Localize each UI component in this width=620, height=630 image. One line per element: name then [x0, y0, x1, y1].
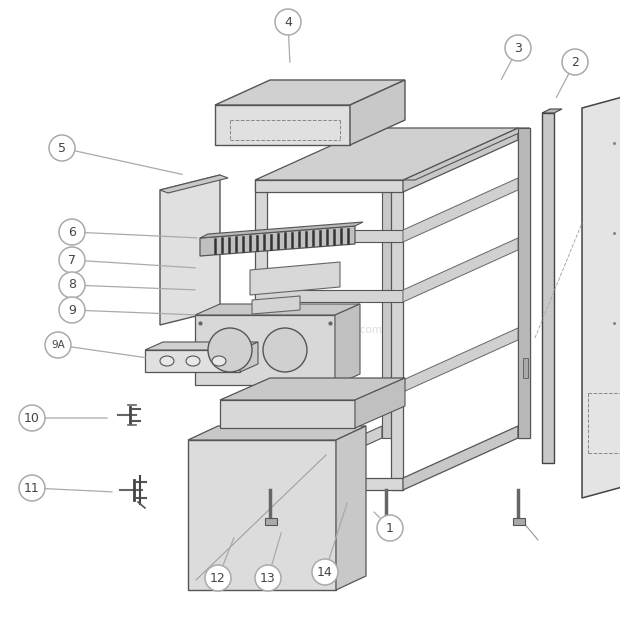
Text: 9: 9	[68, 304, 76, 316]
Polygon shape	[403, 178, 518, 242]
Circle shape	[49, 135, 75, 161]
Polygon shape	[513, 518, 525, 525]
Text: 2: 2	[571, 55, 579, 69]
Polygon shape	[255, 128, 518, 180]
Polygon shape	[336, 426, 366, 590]
Polygon shape	[200, 226, 355, 256]
Circle shape	[59, 219, 85, 245]
Polygon shape	[200, 222, 363, 238]
Text: 4: 4	[284, 16, 292, 28]
Polygon shape	[160, 175, 220, 325]
Polygon shape	[523, 358, 528, 378]
Polygon shape	[403, 128, 530, 180]
Polygon shape	[145, 350, 240, 372]
Text: ereplacementparts.com: ereplacementparts.com	[257, 325, 383, 335]
Polygon shape	[403, 128, 518, 192]
Ellipse shape	[160, 356, 174, 366]
Polygon shape	[195, 304, 360, 315]
Circle shape	[19, 405, 45, 431]
Text: 6: 6	[68, 226, 76, 239]
Text: 14: 14	[317, 566, 333, 578]
Circle shape	[208, 328, 252, 372]
Circle shape	[45, 332, 71, 358]
Circle shape	[377, 515, 403, 541]
Circle shape	[255, 565, 281, 591]
Text: 7: 7	[68, 253, 76, 266]
Polygon shape	[582, 93, 620, 498]
Polygon shape	[403, 238, 518, 302]
Polygon shape	[267, 128, 382, 192]
Text: 9A: 9A	[51, 340, 65, 350]
Polygon shape	[188, 440, 336, 590]
Circle shape	[263, 328, 307, 372]
Text: 5: 5	[58, 142, 66, 154]
Polygon shape	[350, 80, 405, 145]
Circle shape	[59, 247, 85, 273]
Polygon shape	[188, 426, 366, 440]
Ellipse shape	[212, 356, 226, 366]
Polygon shape	[215, 105, 350, 145]
Circle shape	[505, 35, 531, 61]
Circle shape	[59, 297, 85, 323]
Text: 10: 10	[24, 411, 40, 425]
Polygon shape	[542, 109, 562, 113]
Polygon shape	[403, 328, 518, 392]
Text: 3: 3	[514, 42, 522, 55]
Circle shape	[205, 565, 231, 591]
Circle shape	[312, 559, 338, 585]
Circle shape	[59, 272, 85, 298]
Polygon shape	[252, 296, 300, 314]
Polygon shape	[255, 180, 403, 192]
Ellipse shape	[186, 356, 200, 366]
Polygon shape	[542, 113, 554, 463]
Polygon shape	[382, 128, 394, 438]
Circle shape	[19, 475, 45, 501]
Text: 11: 11	[24, 481, 40, 495]
Polygon shape	[220, 400, 355, 428]
Polygon shape	[215, 80, 405, 105]
Circle shape	[275, 9, 301, 35]
Polygon shape	[518, 128, 530, 438]
Polygon shape	[265, 518, 277, 525]
Text: 1: 1	[386, 522, 394, 534]
Text: 13: 13	[260, 571, 276, 585]
Polygon shape	[255, 380, 403, 392]
Polygon shape	[255, 230, 403, 242]
Circle shape	[562, 49, 588, 75]
Text: 12: 12	[210, 571, 226, 585]
Polygon shape	[250, 262, 340, 295]
Polygon shape	[355, 378, 405, 428]
Polygon shape	[220, 378, 405, 400]
Polygon shape	[267, 426, 382, 490]
Polygon shape	[240, 342, 258, 372]
Text: 8: 8	[68, 278, 76, 292]
Polygon shape	[518, 128, 530, 438]
Polygon shape	[195, 315, 335, 385]
Polygon shape	[160, 175, 228, 193]
Polygon shape	[145, 342, 258, 350]
Polygon shape	[381, 518, 393, 525]
Polygon shape	[403, 426, 518, 490]
Polygon shape	[255, 180, 267, 490]
Polygon shape	[335, 304, 360, 385]
Polygon shape	[255, 290, 403, 302]
Polygon shape	[255, 478, 403, 490]
Polygon shape	[391, 180, 403, 490]
